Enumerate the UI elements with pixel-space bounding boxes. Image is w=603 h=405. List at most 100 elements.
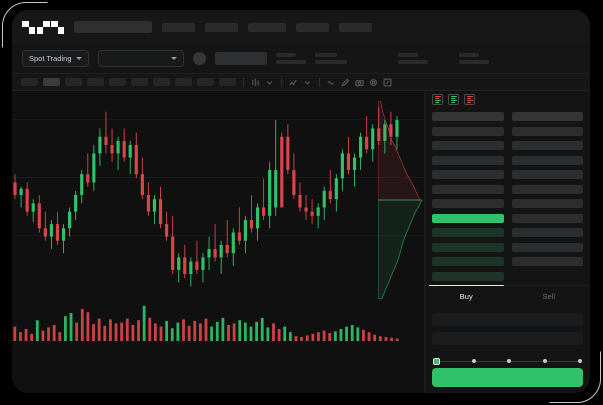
nav-item-2[interactable]	[205, 22, 238, 32]
ticker-stat-label	[314, 53, 337, 57]
orderbook-row[interactable]	[432, 199, 504, 208]
orderbook-row[interactable]	[432, 228, 504, 237]
chevron-down-icon	[75, 57, 82, 60]
orderbook-bids-icon[interactable]	[448, 94, 459, 105]
orderbook-row[interactable]	[432, 184, 504, 194]
orderbook-header-row[interactable]	[432, 112, 504, 121]
ticker-stat-3	[397, 53, 428, 64]
price-chart-panel[interactable]	[12, 91, 424, 393]
orderbook-row[interactable]	[511, 213, 583, 223]
timeframe-button-5[interactable]	[109, 78, 126, 86]
orderbook-highlight-row[interactable]	[432, 213, 504, 223]
slider-handle[interactable]	[433, 357, 440, 365]
toolbar-divider	[319, 77, 320, 87]
indicators-chevron-icon[interactable]	[303, 78, 312, 87]
chart-type-icon[interactable]	[251, 78, 260, 87]
camera-icon[interactable]	[355, 78, 364, 87]
orderbook-row[interactable]	[511, 257, 583, 266]
pair-price-value	[214, 52, 267, 65]
timeframe-button-7[interactable]	[153, 78, 170, 86]
orderbook-row[interactable]	[432, 141, 504, 150]
nav-item-1[interactable]	[162, 22, 195, 32]
buy-sell-tabs: Buy Sell	[425, 284, 590, 307]
order-form-fields	[432, 112, 504, 281]
chevron-down-icon	[170, 57, 177, 60]
orderbook-row[interactable]	[511, 228, 583, 237]
orderbook-row[interactable]	[432, 170, 504, 179]
slider-stop-25[interactable]	[471, 359, 476, 363]
chart-gridline	[12, 235, 424, 236]
toolbar-divider	[281, 77, 282, 87]
trading-mode-selector[interactable]: Spot Trading	[22, 50, 89, 67]
ticker-stat-label	[397, 53, 418, 57]
orderbook-row[interactable]	[432, 155, 504, 165]
orderbook-row[interactable]	[511, 199, 583, 208]
wave-line-icon[interactable]	[327, 78, 336, 87]
orderbook-both-icon[interactable]	[432, 94, 443, 105]
fullscreen-icon[interactable]	[383, 77, 392, 87]
order-form	[425, 307, 590, 351]
ticker-stat-4	[458, 53, 489, 64]
ticker-stat-value	[314, 60, 347, 64]
slider-stop-75[interactable]	[542, 359, 547, 363]
slider-stops	[433, 357, 582, 365]
timeframe-button-3[interactable]	[65, 78, 82, 86]
orderbook-row[interactable]	[432, 242, 504, 252]
chart-gridline	[12, 177, 424, 178]
timeframe-button-8[interactable]	[175, 78, 192, 86]
trading-mode-label: Spot Trading	[29, 54, 72, 63]
orderbook-header-row[interactable]	[511, 112, 583, 121]
volume-histogram	[13, 305, 399, 341]
timeframe-button-9[interactable]	[197, 78, 214, 86]
coin-avatar-icon	[192, 52, 206, 65]
orderbook-row[interactable]	[511, 242, 583, 252]
orderbook-row[interactable]	[432, 271, 504, 281]
orderbook-view-toggles	[425, 91, 590, 108]
timeframe-button-6[interactable]	[131, 78, 148, 86]
ticker-stat-label	[275, 53, 296, 57]
nav-item-4[interactable]	[296, 22, 329, 32]
timeframe-button-2[interactable]	[43, 78, 60, 86]
timeframe-button-10[interactable]	[219, 78, 236, 86]
orderbook-body	[425, 108, 590, 281]
orderbook-row[interactable]	[511, 184, 583, 194]
orderbook-row[interactable]	[511, 126, 583, 136]
tab-sell[interactable]: Sell	[542, 291, 555, 301]
submit-buy-button[interactable]	[432, 368, 583, 387]
chart-type-chevron-icon[interactable]	[265, 78, 274, 87]
amount-percent-slider[interactable]	[425, 355, 590, 365]
price-field[interactable]	[432, 312, 583, 326]
orderbook-row[interactable]	[511, 170, 583, 179]
orderbook-row[interactable]	[511, 141, 583, 150]
orderbook-row[interactable]	[432, 126, 504, 136]
pencil-icon[interactable]	[341, 77, 350, 87]
okx-logo-icon[interactable]	[22, 20, 64, 34]
orderbook-row[interactable]	[432, 257, 504, 266]
depth-chart-overlay	[378, 101, 423, 299]
search-input[interactable]	[74, 21, 152, 33]
amount-field[interactable]	[432, 331, 583, 345]
candlestick-series	[13, 107, 399, 287]
slider-stop-100[interactable]	[578, 359, 582, 363]
timeframe-button-4[interactable]	[87, 78, 104, 86]
indicators-icon[interactable]	[289, 78, 298, 87]
top-navigation-bar	[12, 10, 590, 44]
ticker-stat-value	[275, 60, 306, 64]
chart-gridline	[12, 119, 424, 120]
slider-stop-50[interactable]	[507, 359, 511, 363]
timeframe-group	[21, 78, 236, 86]
settings-gear-icon[interactable]	[369, 78, 378, 87]
nav-item-5[interactable]	[339, 22, 372, 32]
orderbook-asks-icon[interactable]	[464, 94, 475, 105]
ticker-stat-value	[397, 60, 428, 64]
tab-buy[interactable]: Buy	[425, 284, 508, 307]
ticker-bar: Spot Trading	[12, 44, 590, 74]
toolbar-divider	[243, 77, 244, 87]
timeframe-button-1[interactable]	[21, 78, 38, 86]
orderbook-row[interactable]	[511, 155, 583, 165]
nav-item-3[interactable]	[248, 22, 286, 32]
ticker-stat-1	[275, 53, 306, 64]
main-content-area: Buy Sell	[12, 91, 590, 393]
pair-selector[interactable]	[97, 50, 184, 67]
